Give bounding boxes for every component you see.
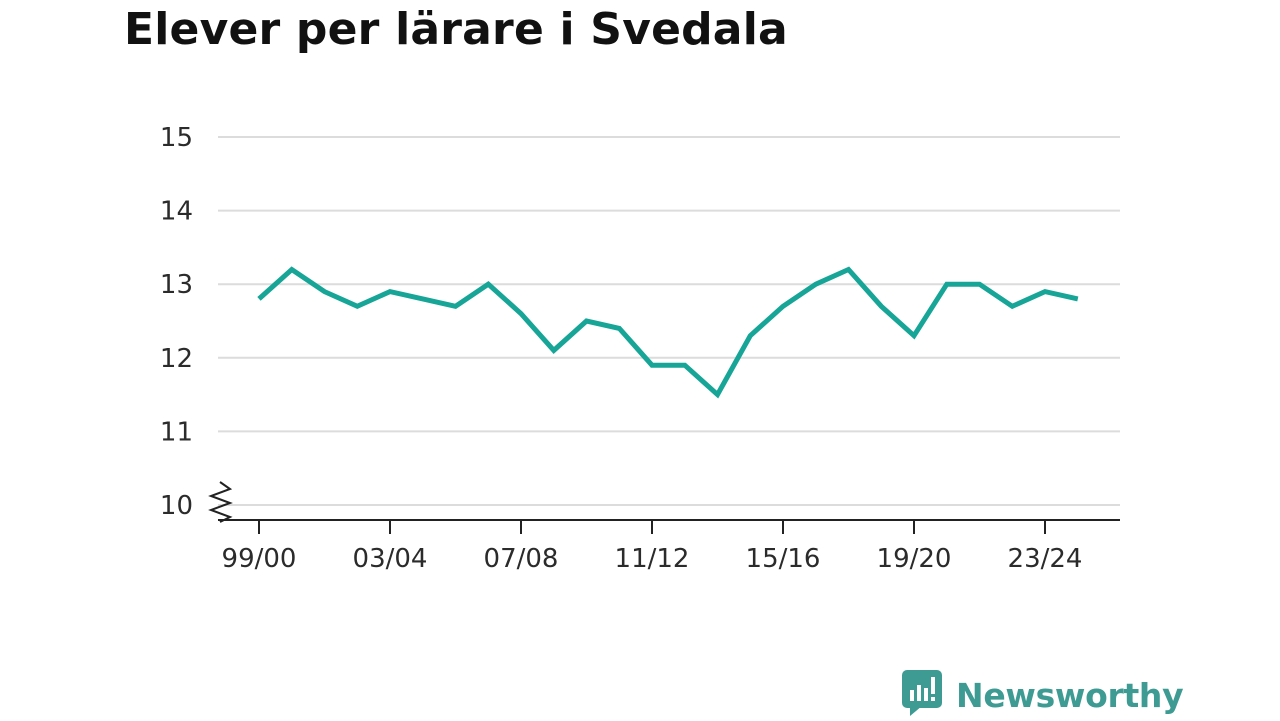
y-tick-label: 11 bbox=[160, 417, 193, 447]
series-layer bbox=[257, 266, 1079, 399]
x-tick-label: 03/04 bbox=[353, 544, 428, 574]
x-tick-label: 11/12 bbox=[615, 544, 690, 574]
y-tick-label: 10 bbox=[160, 491, 193, 521]
y-tick-label: 14 bbox=[160, 197, 193, 227]
axis-break-icon bbox=[208, 481, 233, 523]
y-tick-label: 15 bbox=[160, 123, 193, 153]
x-tick-label: 07/08 bbox=[484, 544, 559, 574]
newsworthy-chart-logo-icon bbox=[902, 670, 942, 721]
x-tick-label: 15/16 bbox=[746, 544, 821, 574]
x-tick-label: 23/24 bbox=[1008, 544, 1083, 574]
series-line-0 bbox=[257, 266, 1079, 399]
x-tick-label: 99/00 bbox=[222, 544, 297, 574]
grid-lines bbox=[218, 136, 1120, 506]
y-tick-label: 13 bbox=[160, 270, 193, 300]
chart-title: Elever per lärare i Svedala bbox=[124, 4, 788, 55]
x-axis bbox=[208, 481, 1120, 523]
x-tick-label: 19/20 bbox=[877, 544, 952, 574]
brand-name: Newsworthy bbox=[956, 676, 1184, 715]
y-tick-label: 12 bbox=[160, 344, 193, 374]
x-axis-tick-labels: 99/00 03/04 07/08 11/12 15/16 19/20 23/24 bbox=[222, 520, 1083, 574]
newsworthy-logo: Newsworthy bbox=[902, 670, 1184, 721]
y-axis-tick-labels: 10 11 12 13 14 15 bbox=[160, 123, 193, 521]
